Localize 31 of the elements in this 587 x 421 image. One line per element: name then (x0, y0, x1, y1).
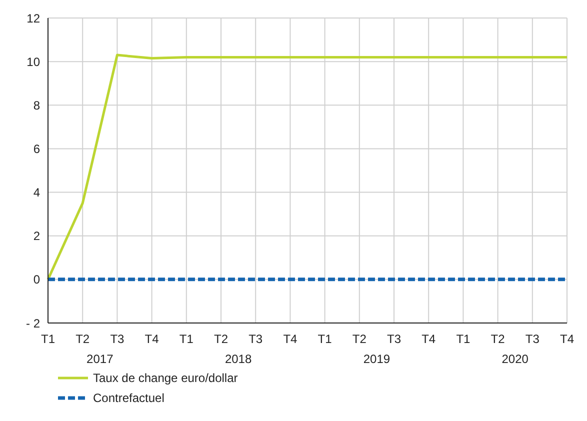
x-tick-label: T1 (456, 332, 471, 346)
y-tick-label: 12 (26, 11, 40, 26)
x-tick-label: T3 (248, 332, 263, 346)
x-tick-label: T4 (144, 332, 160, 346)
y-tick-label: - 2 (26, 316, 40, 330)
y-tick-label: 10 (26, 54, 40, 69)
x-tick-label: T1 (40, 332, 56, 346)
x-tick-label: T3 (110, 332, 125, 346)
x-tick-label: T1 (179, 332, 194, 346)
text: 2018 (224, 352, 252, 366)
legend-label: Contrefactuel (93, 391, 164, 405)
x-tick-label: T4 (422, 332, 436, 346)
text: 2019 (363, 352, 390, 366)
x-tick-label: T4 (283, 332, 298, 346)
text: 2020 (502, 352, 529, 366)
x-tick-label: T1 (318, 332, 332, 346)
x-tick-label: T2 (214, 332, 228, 346)
line-series (46, 54, 568, 281)
legend-label: Taux de change euro/dollar (93, 371, 238, 385)
x-tick-label: T2 (490, 332, 506, 346)
x-tick-label: T3 (386, 332, 402, 346)
y-tick-label: 2 (33, 229, 40, 244)
y-tick-label: 4 (33, 186, 40, 200)
x-tick-label: T2 (352, 332, 367, 346)
x-tick-label: T3 (525, 332, 540, 346)
y-tick-label: 6 (33, 142, 40, 156)
x-tick-label: T4 (560, 332, 574, 346)
y-tick-label: 0 (33, 272, 40, 287)
y-tick-label: 8 (33, 98, 40, 112)
text: 2017 (86, 352, 114, 366)
x-tick-label: T2 (76, 332, 90, 346)
